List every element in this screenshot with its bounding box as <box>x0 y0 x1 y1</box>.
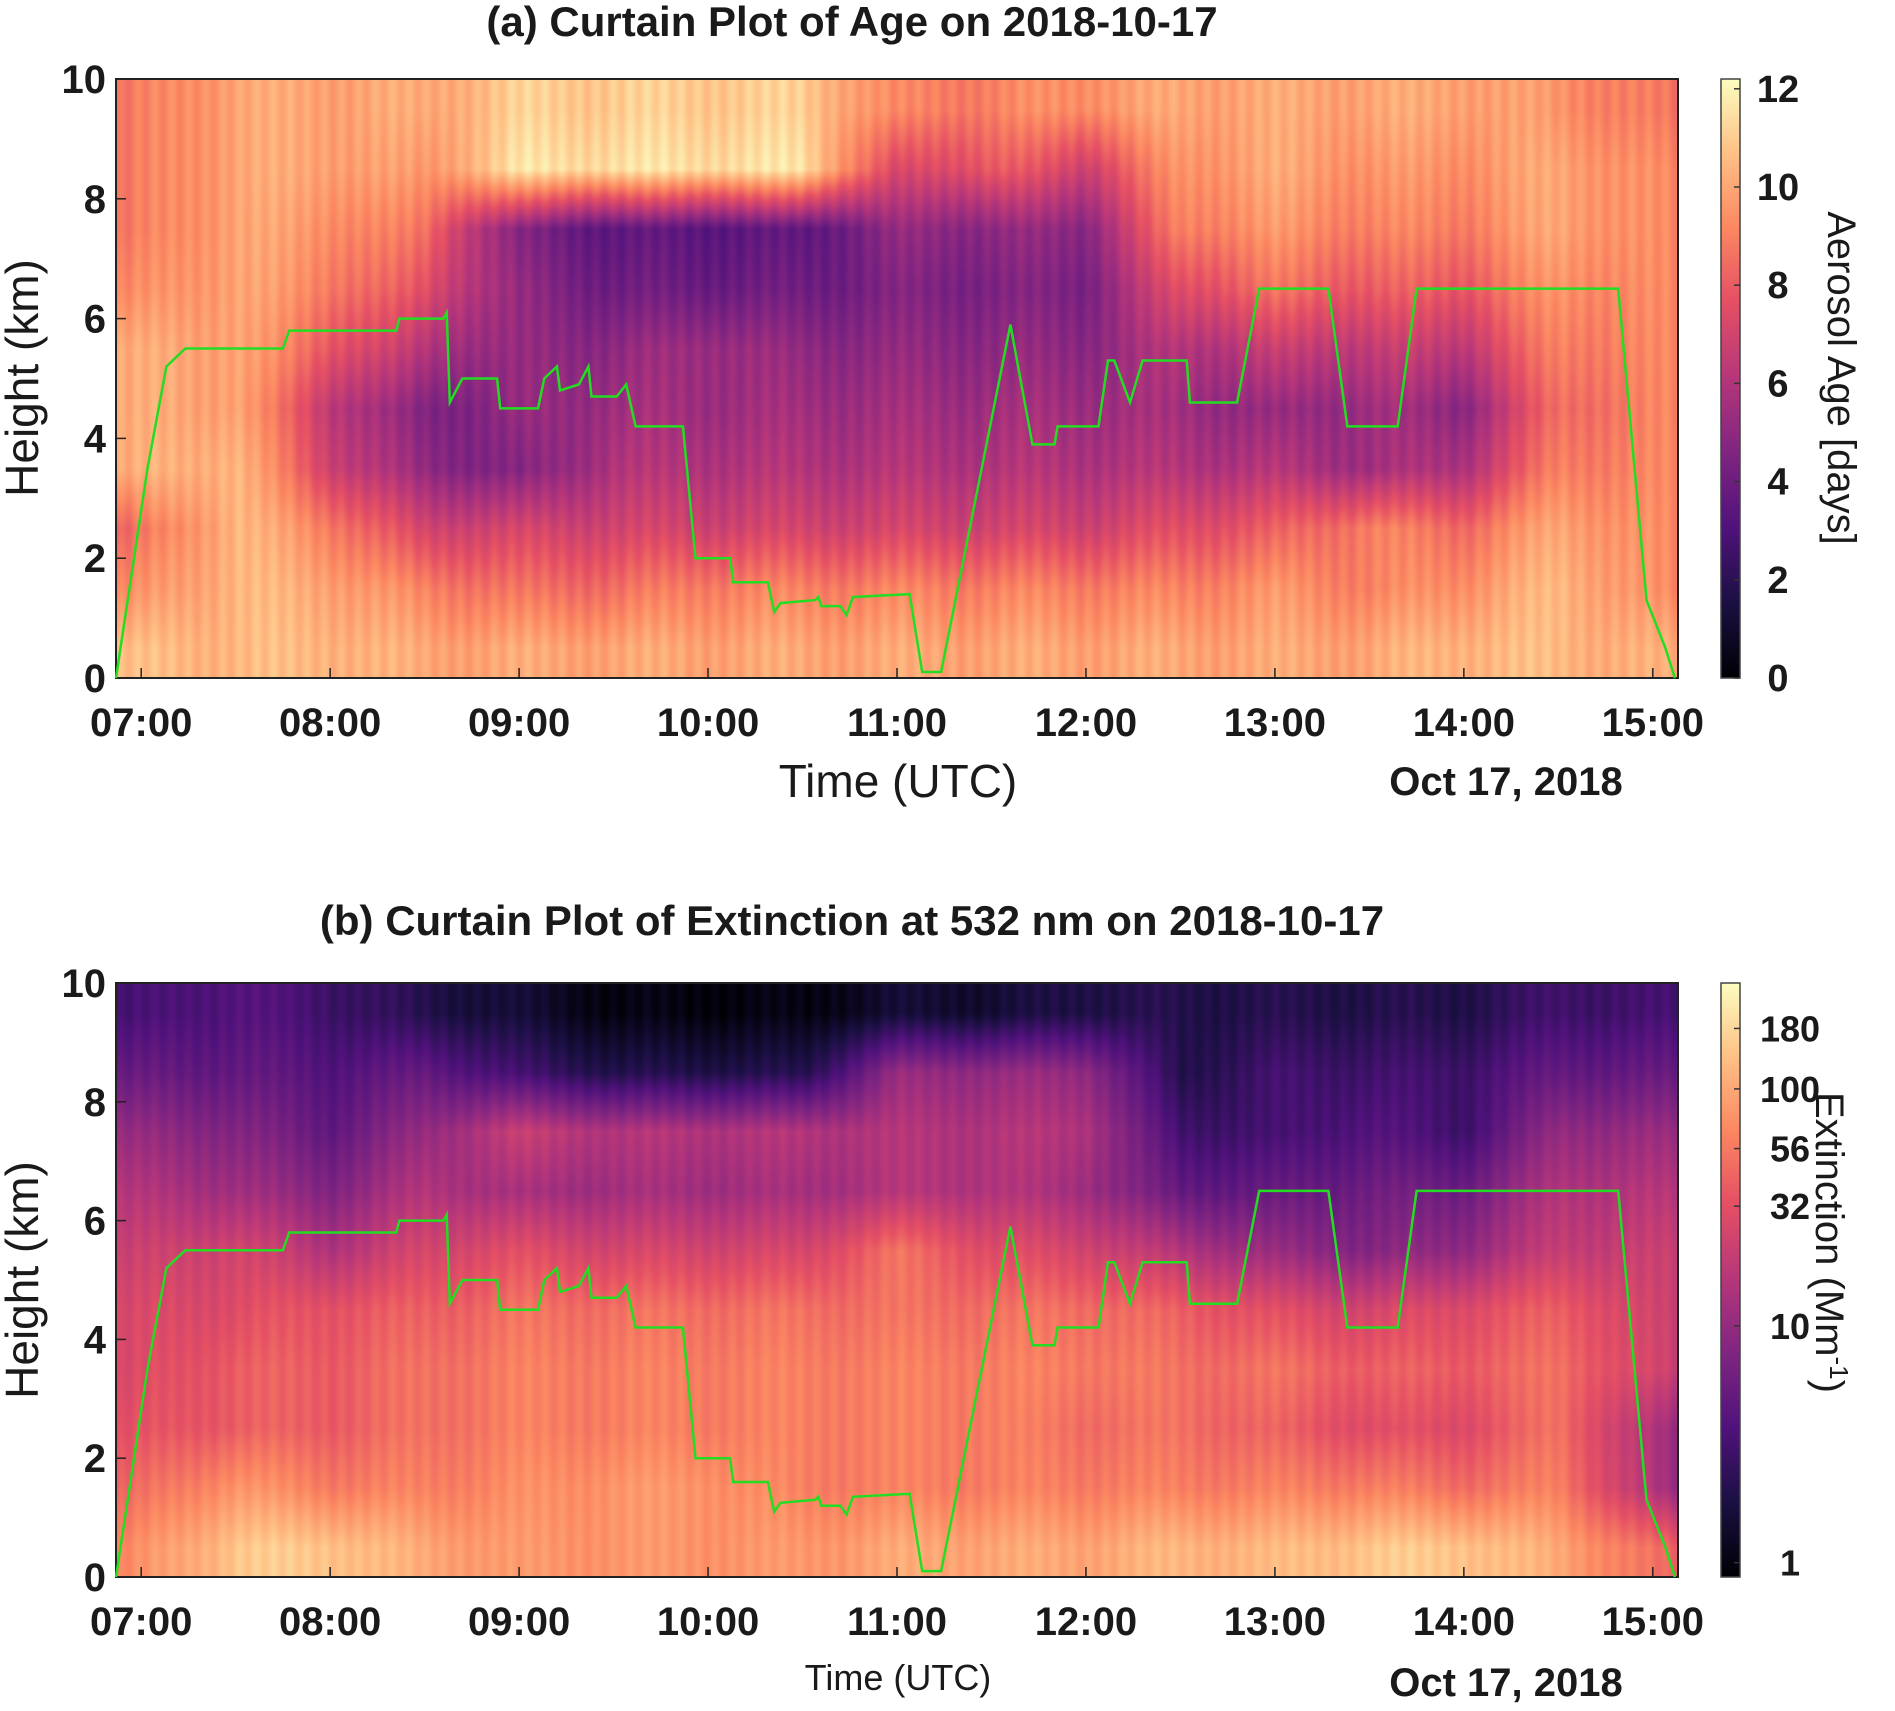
colorbar-tick-label: 100 <box>1760 1069 1820 1110</box>
extinction-colorbar <box>1721 983 1740 1577</box>
age-colorbar <box>1721 79 1740 678</box>
x-tick-label: 12:00 <box>1035 1600 1137 1644</box>
x-tick-label: 09:00 <box>468 701 570 745</box>
x-tick-label: 09:00 <box>468 1600 570 1644</box>
chart-a-xlabel: Time (UTC) <box>779 755 1017 807</box>
chart-a-colorbar-label: Aerosol Age [days] <box>1819 211 1863 545</box>
extinction-heatmap <box>116 983 1678 1577</box>
chart-b-colorbar-label: Extinction (Mm-1) <box>1807 1092 1854 1393</box>
colorbar-tick-label: 0 <box>1767 658 1788 700</box>
colorbar-tick-label: 10 <box>1770 1306 1810 1347</box>
x-tick-label: 13:00 <box>1224 701 1326 745</box>
y-tick-label: 0 <box>84 1556 106 1600</box>
colorbar-tick-label: 56 <box>1770 1129 1810 1170</box>
colorbar-tick-label: 32 <box>1770 1186 1810 1227</box>
colorbar-label-main: Extinction (Mm <box>1807 1092 1851 1357</box>
chart-b-xlabel: Time (UTC) <box>805 1657 992 1698</box>
colorbar-label-superscript: -1 <box>1824 1357 1854 1380</box>
y-tick-label: 10 <box>62 58 107 102</box>
colorbar-tick-label: 1 <box>1780 1543 1800 1584</box>
y-tick-label: 2 <box>84 537 106 581</box>
x-tick-label: 07:00 <box>90 701 192 745</box>
colorbar-tick-label: 2 <box>1767 560 1788 602</box>
colorbar-tick-label: 4 <box>1767 462 1788 504</box>
x-tick-label: 14:00 <box>1413 701 1515 745</box>
y-tick-label: 0 <box>84 657 106 701</box>
y-tick-label: 6 <box>84 1200 106 1244</box>
y-tick-label: 8 <box>84 178 106 222</box>
colorbar-tick-label: 180 <box>1760 1008 1820 1049</box>
x-tick-label: 15:00 <box>1602 701 1704 745</box>
x-tick-label: 13:00 <box>1224 1600 1326 1644</box>
colorbar-tick-label: 8 <box>1767 265 1788 307</box>
x-tick-label: 07:00 <box>90 1600 192 1644</box>
y-tick-label: 10 <box>62 962 107 1006</box>
y-tick-label: 4 <box>84 417 107 461</box>
y-tick-label: 8 <box>84 1081 106 1125</box>
flight-track-line <box>114 287 1677 679</box>
flight-track-line <box>114 1189 1677 1578</box>
x-tick-label: 10:00 <box>657 701 759 745</box>
x-tick-label: 15:00 <box>1602 1600 1704 1644</box>
chart-b-ylabel: Height (km) <box>0 1161 48 1399</box>
colorbar-frame <box>1720 982 1741 1578</box>
x-tick-label: 14:00 <box>1413 1600 1515 1644</box>
x-tick-label: 11:00 <box>847 1600 947 1644</box>
y-tick-label: 6 <box>84 298 106 342</box>
chart-b-title: (b) Curtain Plot of Extinction at 532 nm… <box>320 897 1384 944</box>
colorbar-tick-label: 10 <box>1757 167 1799 209</box>
y-tick-label: 4 <box>84 1318 107 1362</box>
x-tick-label: 11:00 <box>847 701 947 745</box>
chart-a-marks: 0 2 4 6 8 10 12 07:00 08:00 09:00 10:00 11:00 12:00 1… <box>62 58 1800 745</box>
colorbar-label-end: ) <box>1807 1380 1851 1393</box>
plot-frame <box>115 78 1679 679</box>
chart-b-date-label: Oct 17, 2018 <box>1389 1661 1623 1705</box>
plot-frame <box>115 982 1679 1578</box>
chart-a-ylabel: Height (km) <box>0 259 48 497</box>
x-tick-label: 10:00 <box>657 1600 759 1644</box>
x-tick-label: 08:00 <box>279 701 381 745</box>
colorbar-tick-label: 6 <box>1767 363 1788 405</box>
y-tick-label: 2 <box>84 1437 106 1481</box>
chart-a-date-label: Oct 17, 2018 <box>1389 760 1623 804</box>
x-tick-label: 08:00 <box>279 1600 381 1644</box>
colorbar-tick-label: 12 <box>1757 69 1799 111</box>
colorbar-frame <box>1720 78 1741 679</box>
x-tick-label: 12:00 <box>1035 701 1137 745</box>
age-heatmap <box>116 79 1678 678</box>
chart-a-title: (a) Curtain Plot of Age on 2018-10-17 <box>486 0 1217 45</box>
